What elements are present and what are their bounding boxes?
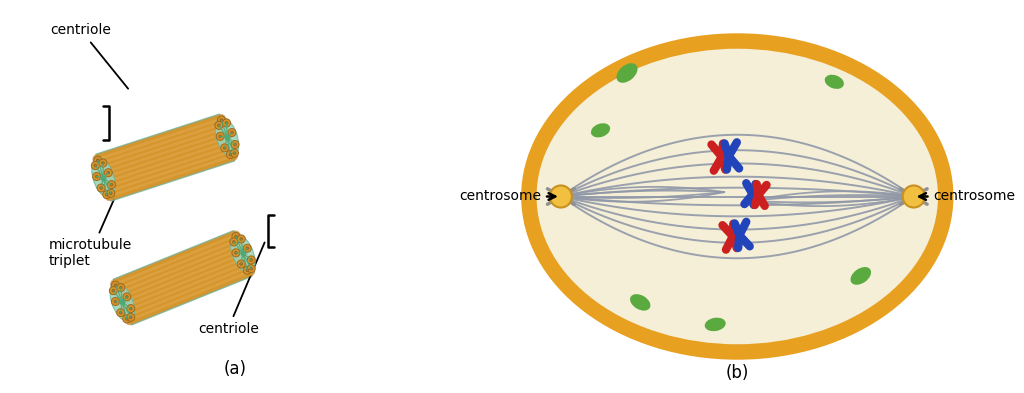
Circle shape — [232, 151, 237, 155]
Ellipse shape — [616, 63, 638, 83]
Circle shape — [119, 286, 123, 290]
Circle shape — [244, 244, 251, 252]
Text: (a): (a) — [224, 360, 247, 378]
Circle shape — [234, 251, 238, 255]
Circle shape — [99, 159, 106, 167]
Circle shape — [114, 283, 118, 287]
Polygon shape — [113, 231, 252, 325]
Circle shape — [238, 235, 246, 243]
Circle shape — [123, 315, 131, 323]
Circle shape — [91, 162, 99, 169]
Circle shape — [222, 119, 230, 127]
Circle shape — [123, 293, 131, 301]
Circle shape — [117, 309, 125, 317]
Circle shape — [228, 153, 232, 156]
Circle shape — [108, 181, 116, 189]
Circle shape — [112, 289, 115, 292]
Text: centriole: centriole — [198, 242, 264, 336]
Circle shape — [112, 298, 120, 305]
Circle shape — [125, 295, 129, 299]
Polygon shape — [230, 234, 255, 273]
Circle shape — [231, 233, 240, 241]
Circle shape — [229, 238, 238, 246]
Circle shape — [240, 262, 243, 266]
Circle shape — [903, 185, 925, 208]
Circle shape — [94, 156, 101, 164]
Circle shape — [102, 191, 111, 199]
Text: centrosome: centrosome — [920, 189, 1015, 204]
Circle shape — [246, 268, 249, 272]
Ellipse shape — [591, 123, 610, 138]
Ellipse shape — [630, 294, 650, 310]
Circle shape — [106, 189, 115, 197]
Circle shape — [231, 249, 240, 257]
Circle shape — [110, 183, 114, 186]
Circle shape — [106, 171, 111, 174]
Circle shape — [226, 151, 234, 158]
Polygon shape — [110, 283, 135, 321]
Circle shape — [223, 146, 226, 150]
Circle shape — [99, 186, 103, 190]
Text: microtubule
triplet: microtubule triplet — [49, 191, 132, 268]
Circle shape — [233, 143, 237, 146]
Circle shape — [92, 173, 100, 180]
Circle shape — [127, 313, 135, 321]
Circle shape — [95, 175, 98, 178]
Circle shape — [244, 266, 251, 274]
Polygon shape — [96, 114, 234, 201]
Ellipse shape — [824, 75, 844, 89]
Circle shape — [217, 116, 225, 124]
Circle shape — [216, 132, 224, 140]
Circle shape — [96, 158, 99, 162]
Circle shape — [217, 123, 221, 127]
Circle shape — [129, 316, 132, 319]
Circle shape — [238, 260, 246, 268]
Circle shape — [119, 311, 123, 314]
Circle shape — [104, 169, 113, 177]
Circle shape — [129, 307, 132, 310]
Circle shape — [250, 258, 253, 262]
Circle shape — [221, 144, 228, 152]
Circle shape — [247, 264, 255, 273]
Circle shape — [240, 237, 243, 241]
Circle shape — [224, 121, 228, 125]
Circle shape — [93, 164, 97, 167]
Circle shape — [232, 240, 236, 244]
Circle shape — [97, 184, 105, 192]
Circle shape — [231, 140, 239, 149]
Circle shape — [109, 191, 113, 195]
Circle shape — [230, 149, 239, 157]
Polygon shape — [92, 158, 115, 197]
Circle shape — [104, 193, 109, 196]
Ellipse shape — [537, 49, 938, 344]
Circle shape — [125, 317, 129, 321]
Circle shape — [114, 300, 118, 303]
Circle shape — [218, 134, 222, 138]
Text: centriole: centriole — [50, 24, 128, 89]
Circle shape — [219, 118, 223, 122]
Circle shape — [230, 131, 233, 134]
Text: centrosome: centrosome — [460, 189, 555, 204]
Circle shape — [228, 129, 236, 137]
Text: (b): (b) — [726, 364, 749, 382]
Ellipse shape — [851, 267, 871, 285]
Circle shape — [215, 121, 223, 129]
Ellipse shape — [521, 33, 953, 360]
Circle shape — [246, 246, 249, 250]
Circle shape — [112, 281, 120, 289]
Circle shape — [234, 235, 238, 238]
Ellipse shape — [705, 318, 726, 331]
Circle shape — [101, 161, 104, 165]
Circle shape — [127, 305, 135, 312]
Circle shape — [110, 286, 118, 295]
Circle shape — [550, 185, 571, 208]
Circle shape — [250, 267, 253, 270]
Polygon shape — [215, 118, 239, 157]
Circle shape — [117, 284, 125, 292]
Circle shape — [247, 256, 255, 264]
